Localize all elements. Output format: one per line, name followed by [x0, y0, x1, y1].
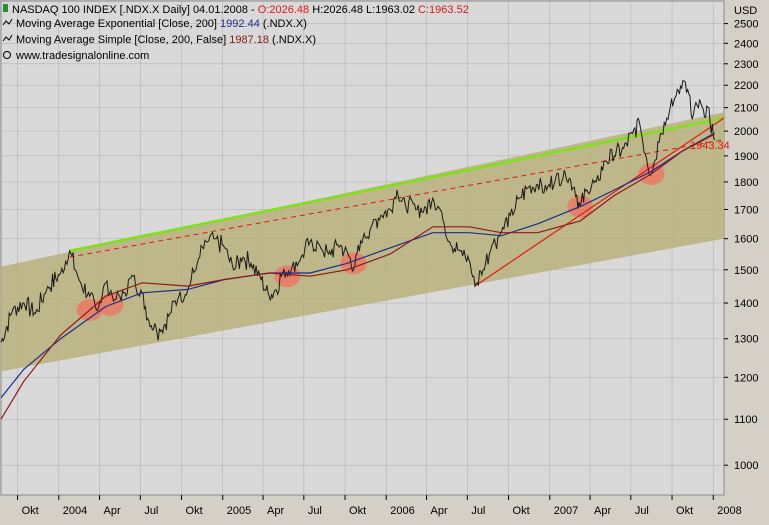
- y-tick-label-9: 1900: [734, 151, 758, 163]
- y-tick-label-11: 2100: [734, 103, 758, 115]
- ema-value: 1992.44: [220, 18, 260, 30]
- x-tick-label-4: Okt: [186, 505, 203, 517]
- x-tick-label-10: Apr: [431, 505, 448, 517]
- x-tick-label-15: Jul: [635, 505, 649, 517]
- y-tick-label-8: 1800: [734, 177, 758, 189]
- y-tick-label-12: 2200: [734, 80, 758, 92]
- y-tick-label-10: 2000: [734, 126, 758, 138]
- source-label: www.tradesignalonline.com: [15, 50, 149, 62]
- x-tick-label-0: Okt: [22, 505, 39, 517]
- header-open: O:2026.48: [258, 4, 309, 16]
- legend: NASDAQ 100 INDEX [.NDX.X Daily] 04.01.20…: [2, 4, 469, 62]
- instrument-marker-icon: [3, 4, 8, 12]
- x-axis: Okt 2004 Apr Jul Okt 2005 Apr Jul Okt 2006 Apr Jul O…: [17, 495, 742, 517]
- trendline-rising-support[interactable]: [474, 117, 725, 287]
- support-highlight-3: [340, 252, 367, 275]
- x-tick-label-13: 2007: [554, 505, 578, 517]
- x-tick-label-9: 2006: [390, 505, 414, 517]
- ema-label: Moving Average Exponential [Close, 200]: [16, 18, 217, 30]
- x-tick-label-6: Apr: [267, 505, 284, 517]
- y-tick-label-4: 1400: [734, 298, 758, 310]
- y-tick-label-6: 1600: [734, 234, 758, 246]
- series-lines: [0, 80, 716, 420]
- series-sma-line[interactable]: [0, 133, 715, 420]
- x-tick-label-11: Jul: [471, 505, 485, 517]
- header-title: NASDAQ 100 INDEX [.NDX.X Daily] 04.01.20…: [12, 4, 258, 16]
- x-tick-label-14: Apr: [594, 505, 611, 517]
- y-tick-label-3: 1300: [734, 334, 758, 346]
- y-tick-label-13: 2300: [734, 59, 758, 71]
- x-tick-label-3: Jul: [144, 505, 158, 517]
- indicator-ema-icon: [2, 18, 13, 26]
- indicator-sma-icon: [2, 34, 13, 42]
- header-low: L:1963.02: [366, 4, 415, 16]
- series-price-line[interactable]: [0, 80, 716, 343]
- x-tick-label-8: Okt: [349, 505, 366, 517]
- x-tick-label-17: 2008: [717, 505, 741, 517]
- y-tick-label-14: 2400: [734, 38, 758, 50]
- sma-label: Moving Average Simple [Close, 200, False…: [16, 34, 226, 46]
- currency-label: USD: [734, 5, 757, 17]
- y-axis: USD 1000 1100 1200 1300 1400 1500 1600 1700 1800…: [724, 5, 758, 472]
- series-ema-line[interactable]: [0, 132, 715, 399]
- x-tick-label-1: 2004: [63, 505, 87, 517]
- x-tick-label-7: Jul: [308, 505, 322, 517]
- x-tick-label-2: Apr: [104, 505, 121, 517]
- ema-symbol: (.NDX.X): [263, 18, 307, 30]
- y-tick-label-2: 1200: [734, 372, 758, 384]
- x-tick-label-16: Okt: [676, 505, 693, 517]
- ema-legend: Moving Average Exponential [Close, 200] …: [16, 18, 307, 30]
- y-tick-label-0: 1000: [734, 460, 758, 472]
- y-tick-label-15: 2500: [734, 19, 758, 31]
- trendline-value-label: 1943.34: [690, 140, 730, 152]
- copyright-icon: [3, 51, 11, 59]
- y-tick-label-7: 1700: [734, 204, 758, 216]
- y-tick-label-1: 1100: [734, 414, 758, 426]
- header-line: NASDAQ 100 INDEX [.NDX.X Daily] 04.01.20…: [12, 4, 469, 16]
- trendlines: 1943.34: [69, 116, 730, 287]
- sma-legend: Moving Average Simple [Close, 200, False…: [16, 34, 316, 46]
- y-tick-label-5: 1500: [734, 265, 758, 277]
- x-tick-label-5: 2005: [227, 505, 251, 517]
- header-high: H:2026.48: [312, 4, 363, 16]
- sma-value: 1987.18: [229, 34, 269, 46]
- trendline-mid-dashed[interactable]: [69, 139, 725, 258]
- x-tick-label-12: Okt: [513, 505, 530, 517]
- sma-symbol: (.NDX.X): [272, 34, 316, 46]
- header-close: C:1963.52: [418, 4, 469, 16]
- trendline-upper-resistance[interactable]: [69, 116, 725, 253]
